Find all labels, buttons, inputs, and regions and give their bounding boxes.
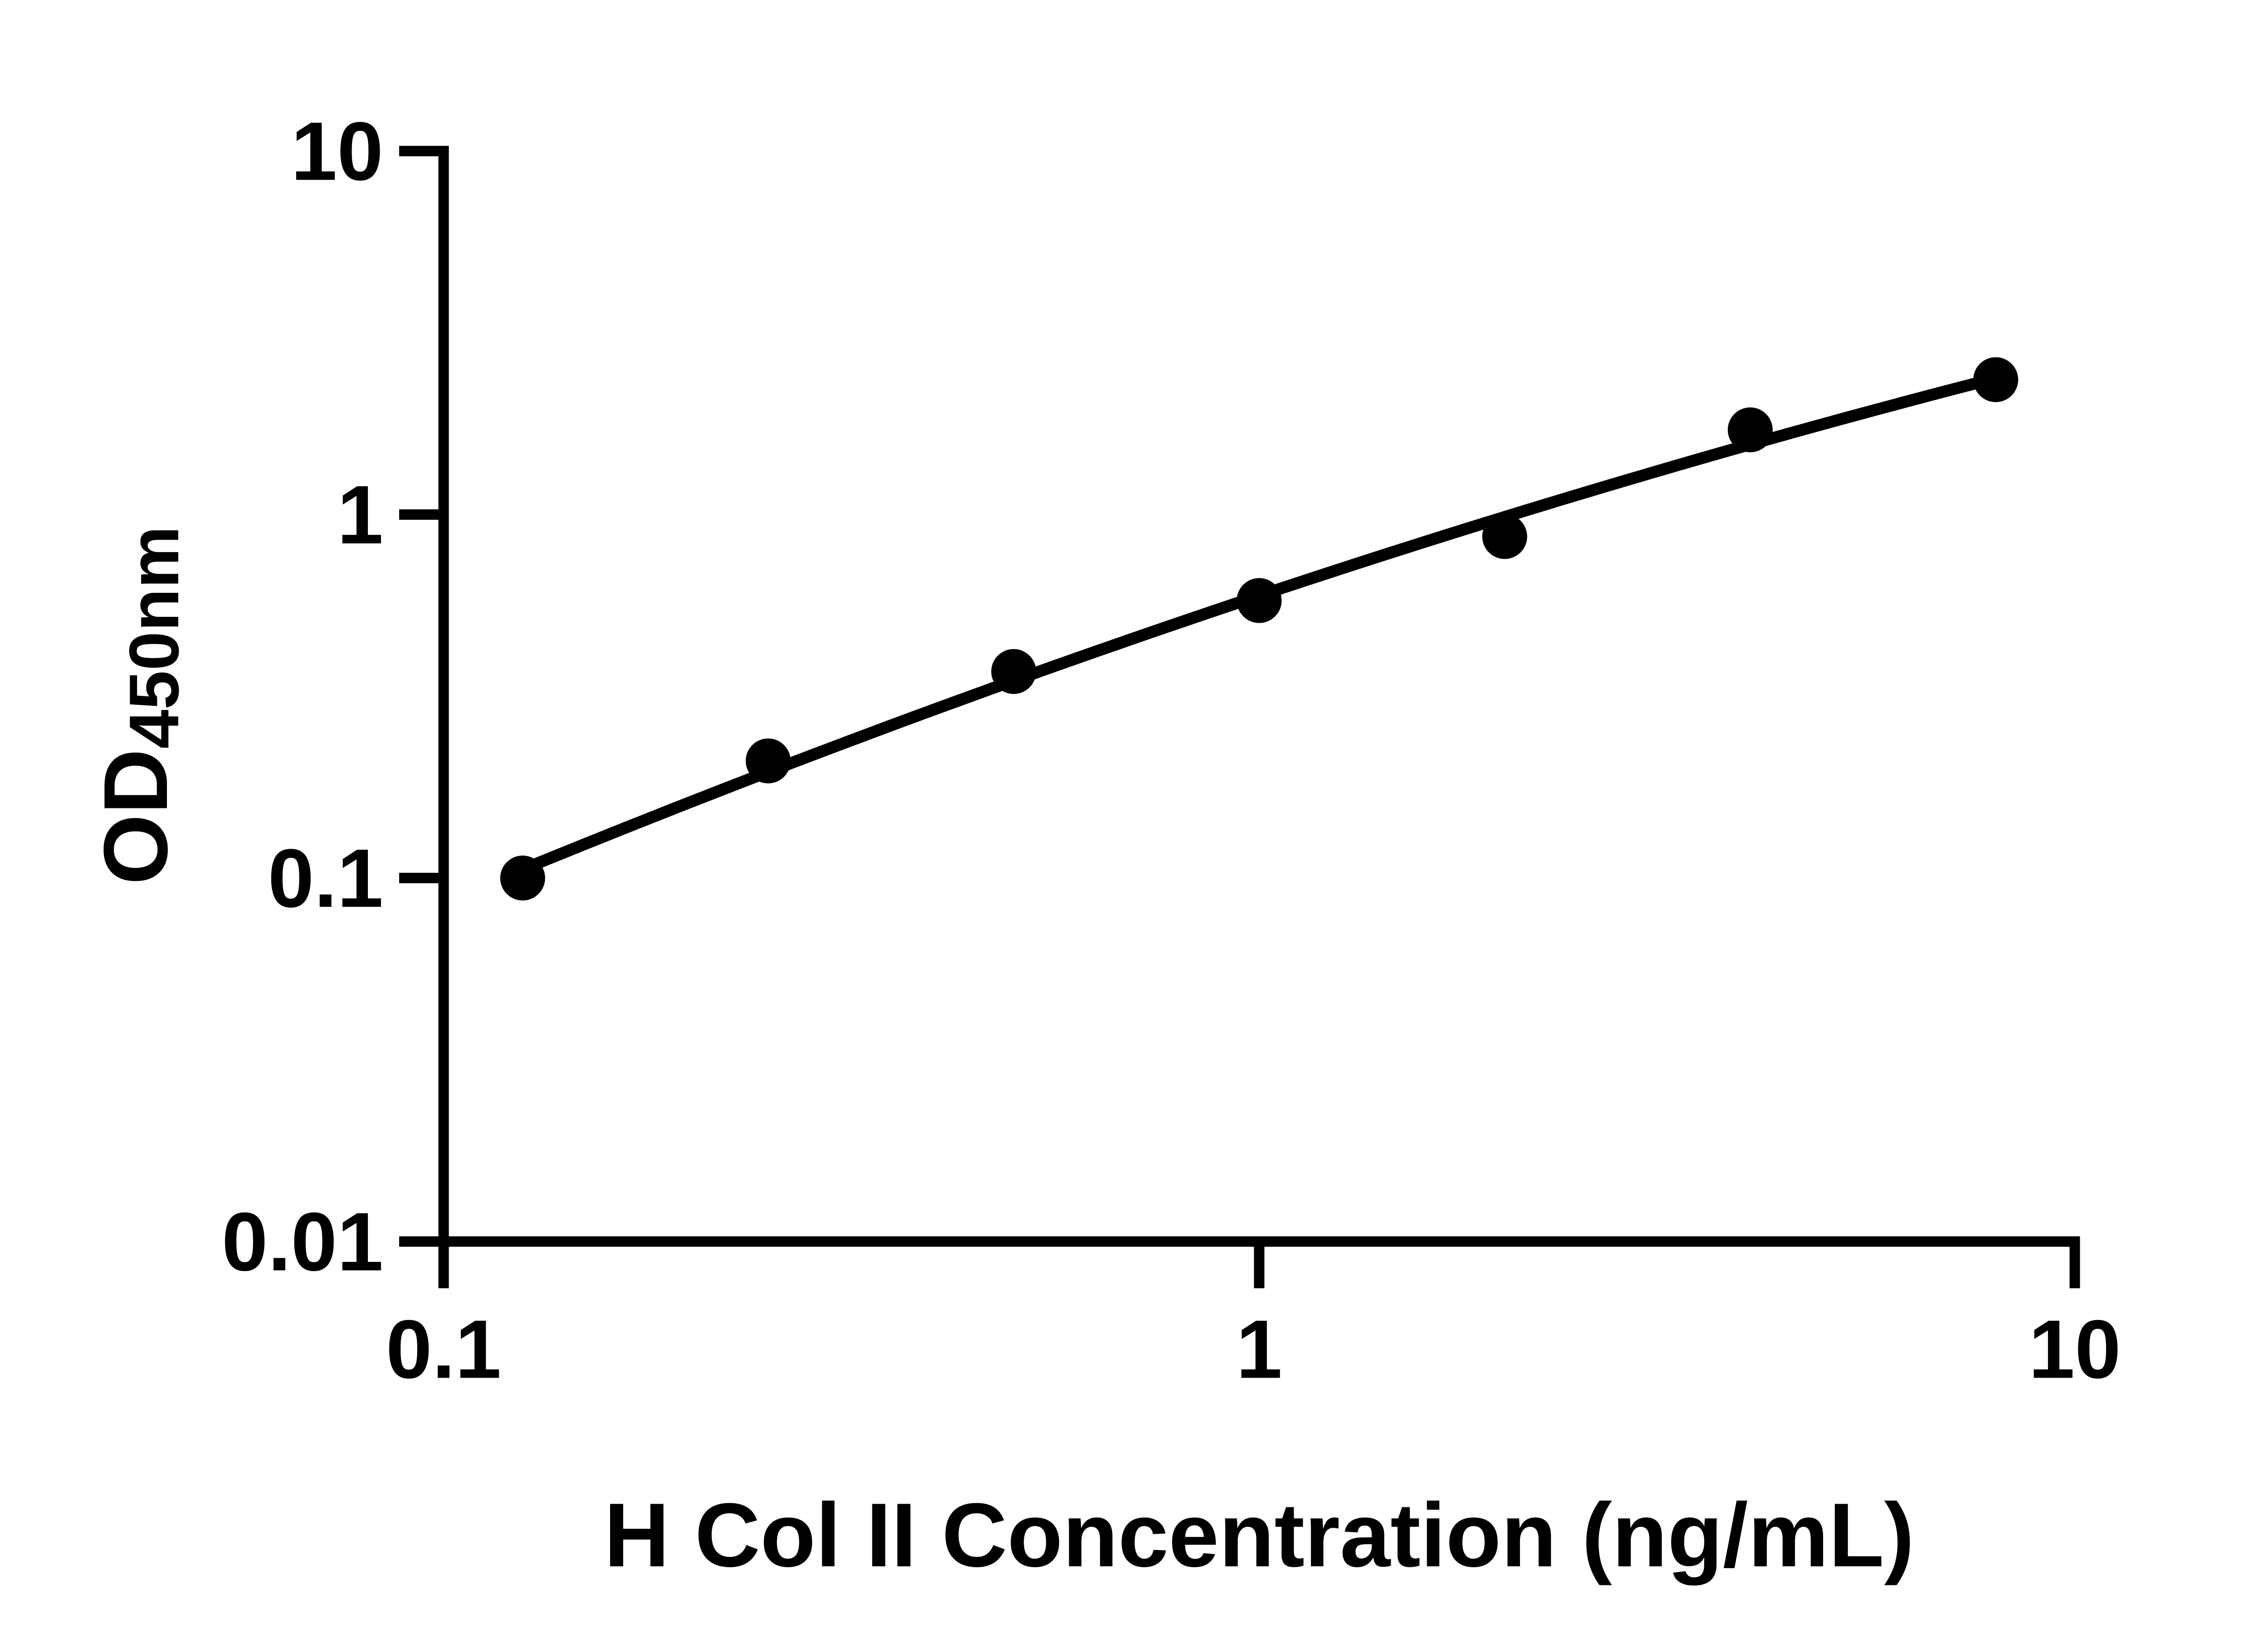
data-point <box>745 738 791 783</box>
x-tick-label: 0.1 <box>386 1303 501 1396</box>
y-axis-title: OD450nm <box>85 526 193 885</box>
data-point <box>991 649 1036 694</box>
data-point <box>1482 514 1527 559</box>
x-axis-title: H Col II Concentration (ng/mL) <box>604 1485 1915 1586</box>
y-axis-title-main: OD <box>85 748 186 885</box>
fit-curve <box>517 372 2002 875</box>
data-point <box>1237 578 1282 623</box>
x-tick-label: 1 <box>1236 1303 1282 1396</box>
y-tick-label: 0.1 <box>268 831 383 924</box>
y-tick-label: 1 <box>337 468 383 561</box>
y-tick-label: 10 <box>291 105 383 198</box>
y-axis-title-subscript: 450nm <box>114 526 193 749</box>
y-tick-label: 0.01 <box>222 1195 383 1288</box>
data-point <box>1728 407 1773 453</box>
data-point <box>1973 357 2019 402</box>
x-tick-label: 10 <box>2028 1303 2121 1396</box>
data-point <box>500 856 545 901</box>
